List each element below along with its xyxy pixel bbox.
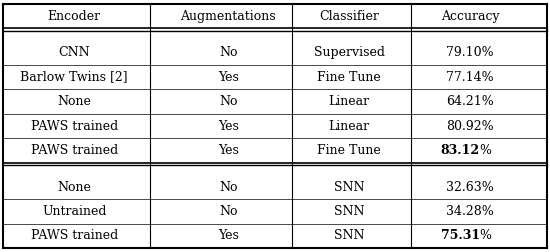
Text: Linear: Linear	[329, 119, 370, 133]
Text: 83.12: 83.12	[441, 144, 480, 157]
Text: 75.31: 75.31	[441, 230, 480, 242]
Text: SNN: SNN	[334, 181, 365, 194]
Text: Accuracy: Accuracy	[441, 10, 499, 22]
Text: Supervised: Supervised	[314, 46, 385, 59]
Text: SNN: SNN	[334, 230, 365, 242]
Text: 80.92%: 80.92%	[447, 119, 494, 133]
Text: Yes: Yes	[218, 71, 239, 84]
Text: No: No	[219, 181, 238, 194]
Text: Augmentations: Augmentations	[180, 10, 276, 22]
Text: PAWS trained: PAWS trained	[31, 144, 118, 157]
Text: Linear: Linear	[329, 95, 370, 108]
Text: Encoder: Encoder	[48, 10, 101, 22]
Text: Yes: Yes	[218, 119, 239, 133]
Text: Classifier: Classifier	[320, 10, 379, 22]
Text: Untrained: Untrained	[42, 205, 107, 218]
Text: 34.28%: 34.28%	[447, 205, 494, 218]
Text: Yes: Yes	[218, 144, 239, 157]
Text: %: %	[480, 230, 492, 242]
Text: PAWS trained: PAWS trained	[31, 230, 118, 242]
Text: 77.14%: 77.14%	[447, 71, 494, 84]
Text: Fine Tune: Fine Tune	[317, 71, 381, 84]
Text: No: No	[219, 95, 238, 108]
Text: PAWS trained: PAWS trained	[31, 119, 118, 133]
Text: None: None	[57, 95, 91, 108]
Text: No: No	[219, 46, 238, 59]
Text: CNN: CNN	[58, 46, 90, 59]
Text: 64.21%: 64.21%	[447, 95, 494, 108]
Text: No: No	[219, 205, 238, 218]
Text: 79.10%: 79.10%	[447, 46, 494, 59]
Text: None: None	[57, 181, 91, 194]
Text: Barlow Twins [2]: Barlow Twins [2]	[20, 71, 128, 84]
Text: %: %	[480, 144, 492, 157]
Text: SNN: SNN	[334, 205, 365, 218]
Text: 32.63%: 32.63%	[447, 181, 494, 194]
Text: Fine Tune: Fine Tune	[317, 144, 381, 157]
Text: Yes: Yes	[218, 230, 239, 242]
